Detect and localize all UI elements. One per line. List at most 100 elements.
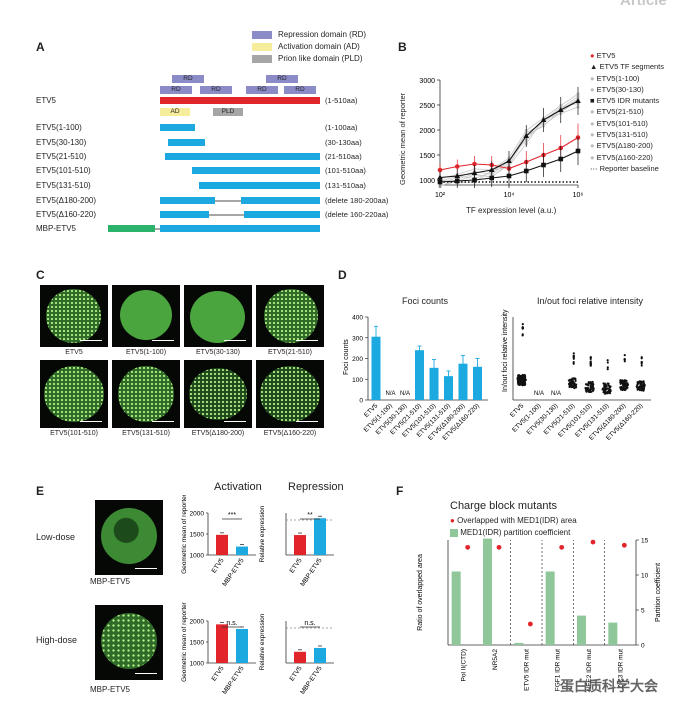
series-point	[575, 98, 581, 103]
construct-desc: (21-510aa)	[325, 152, 362, 161]
y-tick-label: 2500	[419, 103, 435, 110]
y-tick-label: 0	[359, 398, 363, 405]
microscopy-image	[256, 285, 324, 347]
scatter-point	[606, 391, 609, 394]
scatter-point	[571, 384, 574, 388]
y-tick-label: 1000	[190, 661, 205, 668]
overlap-point	[527, 621, 533, 627]
bar	[429, 367, 439, 400]
scatter-point	[591, 389, 595, 392]
bar	[577, 615, 586, 645]
scatter-point	[620, 386, 623, 389]
scatter-point	[589, 384, 592, 387]
na-label: N/A	[400, 391, 410, 397]
nucleus	[189, 368, 247, 420]
image-caption: ETV5(131-510)	[122, 430, 170, 437]
x-tick-label: ETV5	[289, 665, 304, 683]
construct-desc: (1-100aa)	[325, 123, 358, 132]
scatter-point	[624, 388, 627, 391]
bar	[294, 651, 306, 663]
y-axis-label: In/out foci relative intensity	[502, 309, 509, 392]
pld-box: PLD	[213, 108, 243, 116]
scatter-point	[589, 389, 592, 392]
scatter-point	[623, 354, 626, 357]
overlap-point	[496, 544, 502, 550]
scale-bar	[296, 420, 318, 422]
scatter-point	[522, 379, 525, 382]
legend-b-item: ● ETV5(21-510)	[590, 107, 644, 117]
rd-swatch	[252, 30, 272, 39]
scatter-point	[567, 382, 571, 385]
scatter-point	[642, 382, 645, 385]
image-caption: ETV5(Δ180-200)	[191, 430, 245, 437]
bar	[216, 534, 228, 555]
scatter-point	[572, 362, 575, 365]
legend-b-item: ● ETV5	[590, 51, 616, 60]
scatter-point	[606, 361, 609, 364]
construct-bar	[160, 211, 209, 218]
scatter-point	[640, 362, 643, 365]
scatter-point	[606, 368, 609, 371]
scatter-point	[640, 364, 643, 367]
sig-label: ***	[228, 512, 236, 519]
x-tick-label: NR5A2	[492, 649, 499, 670]
scatter-point	[589, 381, 592, 384]
series-point	[523, 168, 529, 174]
series-point	[437, 167, 443, 173]
scale-bar	[224, 420, 246, 422]
bar	[415, 350, 424, 400]
mbp-bar	[108, 225, 155, 232]
legend-pld-label: Prion like domain (PLD)	[278, 54, 363, 63]
scatter-point	[623, 382, 626, 385]
e-activation-title: Activation	[214, 481, 262, 493]
x-tick-label: 10⁶	[573, 192, 584, 199]
scatter-point	[604, 386, 607, 389]
microscopy-image	[256, 360, 324, 428]
construct-name: ETV5(101-510)	[36, 166, 91, 175]
image-caption: ETV5(101-510)	[50, 430, 98, 437]
scatter-point	[572, 355, 575, 358]
series-point	[541, 162, 546, 168]
x-tick-label: Pol II(CTD)	[461, 649, 468, 682]
overlap-point	[465, 544, 471, 550]
chart-b: 1000 1500 2000 2500 3000 10² 10⁴ 10⁶	[419, 78, 584, 199]
nucleus	[190, 291, 245, 343]
series-point	[454, 178, 460, 184]
scatter-point	[620, 379, 624, 383]
scatter-point	[640, 357, 643, 360]
f-title: Charge block mutants	[450, 500, 557, 512]
construct-bar	[241, 197, 320, 204]
construct-name: ETV5(30-130)	[36, 138, 87, 147]
construct-desc: (delete 160-220aa)	[325, 210, 389, 219]
construct-bar	[192, 167, 320, 174]
scatter-point	[623, 357, 626, 361]
scatter-point	[585, 383, 588, 386]
scatter-point	[643, 384, 646, 387]
image-caption: ETV5(30-130)	[196, 349, 240, 356]
x-tick-label: ETV5	[289, 557, 304, 575]
watermark: Article	[620, 0, 667, 9]
bar	[236, 546, 248, 555]
chart-b-xlabel: TF expression level (a.u.)	[466, 206, 557, 215]
scatter-point	[517, 377, 520, 380]
scale-bar	[152, 420, 174, 422]
scatter-point	[521, 327, 524, 330]
y-tick-label: 100	[352, 377, 363, 384]
scale-bar	[80, 339, 102, 341]
x-tick-label: 10²	[435, 192, 446, 199]
nucleus	[120, 290, 172, 340]
scatter-point	[606, 366, 609, 369]
chart-d1-title: Foci counts	[402, 296, 449, 306]
scatter-point	[516, 381, 520, 384]
scatter-point	[519, 379, 523, 382]
construct-name: ETV5(1-100)	[36, 123, 82, 132]
scatter-point	[570, 382, 573, 385]
y-axis-label: Relative expression	[259, 505, 266, 562]
scatter-point	[642, 388, 645, 391]
y-axis-label: Geometric mean of reporter	[181, 495, 188, 574]
scatter-point	[602, 382, 605, 385]
series-point	[472, 177, 477, 183]
scatter-point	[574, 377, 577, 380]
